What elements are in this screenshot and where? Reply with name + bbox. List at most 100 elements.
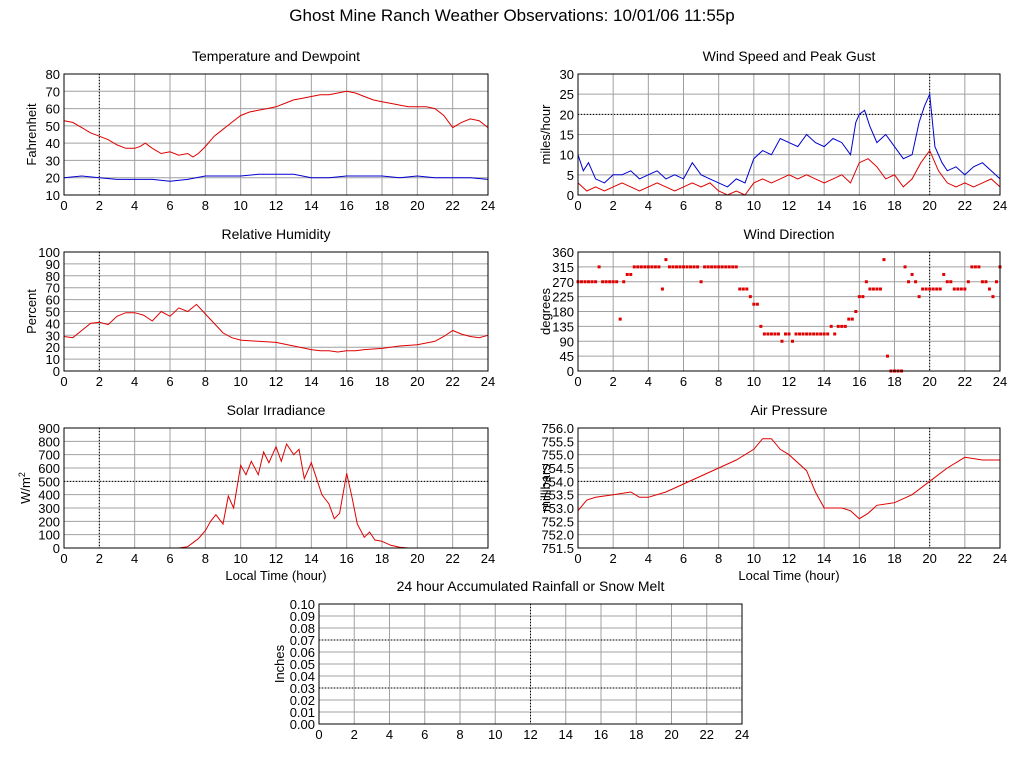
data-point: [952, 287, 956, 291]
x-tick-label: 22: [958, 198, 972, 213]
y-tick-label: 753.0: [541, 501, 574, 516]
data-point: [973, 265, 977, 269]
data-point: [639, 265, 643, 269]
rainfall-chart: 24 hour Accumulated Rainfall or Snow Mel…: [256, 574, 768, 766]
wind-speed-gust-chart: Wind Speed and Peak Gust 0 2 4 6 8 10 12 14 16 18 2…: [512, 42, 1024, 220]
y-tick-label: 30: [46, 153, 60, 168]
y-tick-label: 50: [46, 305, 60, 320]
data-point: [956, 287, 960, 291]
y-tick-label: 0.02: [290, 693, 315, 708]
plot-frame: [63, 251, 489, 372]
data-point: [987, 287, 991, 291]
data-point: [963, 287, 967, 291]
data-point: [650, 265, 654, 269]
data-point: [907, 280, 911, 284]
y-axis-label: Percent: [24, 289, 39, 334]
x-tick-label: 18: [375, 198, 389, 213]
x-tick-label: 18: [887, 551, 901, 566]
x-tick-label: 10: [747, 551, 761, 566]
data-point: [660, 287, 664, 291]
data-point: [724, 265, 728, 269]
x-tick-label: 6: [166, 551, 173, 566]
data-point: [843, 324, 847, 328]
y-tick-label: 0: [53, 541, 60, 556]
x-tick-label: 10: [488, 727, 502, 742]
data-point: [924, 287, 928, 291]
chart-title: Wind Speed and Peak Gust: [703, 48, 876, 64]
x-tick-label: 24: [735, 727, 749, 742]
data-point: [727, 265, 731, 269]
data-point: [748, 295, 752, 299]
y-tick-label: 0.05: [290, 657, 315, 672]
data-point: [847, 317, 851, 321]
x-tick-label: 22: [445, 198, 459, 213]
data-point: [636, 265, 640, 269]
x-tick-label: 4: [645, 198, 652, 213]
y-tick-label: 10: [560, 148, 574, 163]
x-tick-label: 2: [610, 374, 617, 389]
y-tick-label: 751.5: [541, 541, 574, 556]
x-tick-label: 8: [715, 198, 722, 213]
data-point: [836, 324, 840, 328]
y-tick-label: 755.5: [541, 434, 574, 449]
solar-irradiance-chart: Solar Irradiance 0 2 4 6 8 10 12 14 16 18 20 22 24 0 10…: [0, 398, 512, 583]
data-point: [994, 280, 998, 284]
y-tick-label: 60: [46, 293, 60, 308]
data-point: [910, 272, 914, 276]
y-tick-label: 500: [38, 474, 60, 489]
x-tick-label: 20: [922, 551, 936, 566]
x-tick-label: 24: [481, 374, 495, 389]
x-tick-label: 16: [852, 374, 866, 389]
y-tick-label: 754.0: [541, 474, 574, 489]
data-point: [731, 265, 735, 269]
data-point: [643, 265, 647, 269]
y-axis-label-superscript: 2: [17, 472, 27, 477]
x-tick-label: 16: [339, 551, 353, 566]
y-tick-label: 900: [38, 421, 60, 436]
data-point: [671, 265, 675, 269]
data-point: [921, 287, 925, 291]
y-axis-label: miles/hour: [538, 104, 553, 165]
data-point: [678, 265, 682, 269]
x-tick-label: 12: [782, 374, 796, 389]
x-tick-label: 2: [610, 551, 617, 566]
y-tick-label: 0.06: [290, 645, 315, 660]
x-tick-label: 24: [481, 198, 495, 213]
data-point: [773, 332, 777, 336]
data-point: [826, 332, 830, 336]
x-tick-label: 14: [304, 198, 318, 213]
plot-frame: [577, 251, 1001, 372]
data-point: [629, 272, 633, 276]
data-point: [720, 265, 724, 269]
data-point: [798, 332, 802, 336]
x-tick-label: 12: [782, 551, 796, 566]
data-point: [977, 265, 981, 269]
data-point: [812, 332, 816, 336]
data-point: [713, 265, 717, 269]
y-tick-label: 0: [53, 364, 60, 379]
y-tick-label: 70: [46, 281, 60, 296]
data-point: [970, 265, 974, 269]
x-tick-label: 22: [958, 551, 972, 566]
x-tick-label: 0: [574, 374, 581, 389]
data-point: [682, 265, 685, 269]
y-tick-label: 50: [46, 119, 60, 134]
data-point: [601, 280, 605, 284]
y-tick-label: 225: [552, 290, 574, 305]
page-title: Ghost Mine Ranch Weather Observations: 1…: [289, 6, 735, 25]
x-tick-label: 20: [922, 374, 936, 389]
x-axis-label: Local Time (hour): [738, 568, 839, 583]
x-tick-label: 0: [60, 374, 67, 389]
data-point: [833, 332, 837, 336]
x-tick-label: 16: [852, 551, 866, 566]
data-point: [864, 280, 868, 284]
x-tick-label: 4: [645, 551, 652, 566]
data-point: [935, 287, 939, 291]
y-tick-label: 10: [46, 352, 60, 367]
data-point: [783, 332, 787, 336]
chart-title: Temperature and Dewpoint: [192, 48, 360, 64]
y-tick-label: 30: [46, 328, 60, 343]
data-point: [938, 287, 942, 291]
x-tick-label: 2: [96, 551, 103, 566]
y-tick-label: 0: [567, 364, 574, 379]
